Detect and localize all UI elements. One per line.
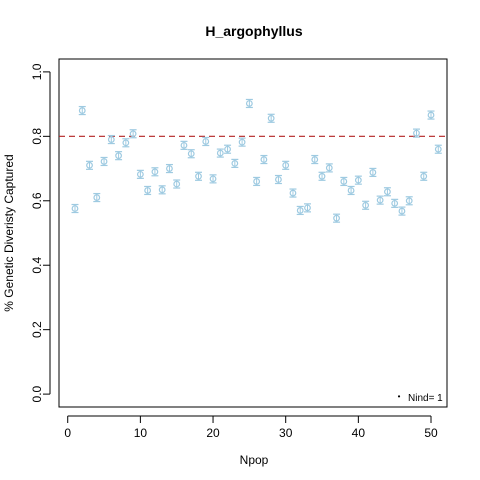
x-axis: 0 10 20 30 40 50: [64, 415, 438, 440]
data-point: [267, 113, 275, 123]
data-point: [173, 179, 181, 189]
data-point: [216, 148, 224, 158]
data-points: [71, 98, 442, 223]
data-point: [144, 185, 152, 196]
x-tick-label: 30: [279, 426, 293, 440]
data-point: [398, 206, 406, 216]
data-point: [427, 110, 435, 120]
y-axis: 0.0 0.2 0.4 0.6 0.8 1.0: [30, 63, 51, 402]
data-point: [354, 175, 362, 185]
data-point: [122, 138, 130, 148]
data-point: [180, 140, 188, 150]
data-point: [151, 167, 159, 177]
x-tick-label: 10: [134, 426, 148, 440]
data-point: [333, 213, 341, 223]
x-tick-label: 0: [64, 426, 71, 440]
data-point: [93, 192, 101, 203]
y-tick-label: 1.0: [30, 63, 44, 80]
data-point: [71, 203, 79, 214]
data-point: [238, 137, 246, 147]
data-point: [347, 185, 355, 196]
data-point: [391, 198, 399, 208]
data-point: [383, 187, 391, 197]
data-point: [303, 203, 311, 213]
data-point: [224, 144, 232, 154]
data-point: [195, 171, 203, 181]
chart-title: H_argophyllus: [205, 23, 302, 39]
data-point: [129, 129, 137, 139]
data-point: [296, 205, 304, 216]
y-tick-label: 0.4: [30, 257, 44, 274]
data-point: [209, 174, 217, 184]
data-point: [100, 156, 108, 167]
data-point: [231, 158, 239, 168]
data-point: [412, 128, 420, 138]
data-point: [245, 98, 253, 109]
data-point: [318, 171, 326, 181]
data-point: [420, 171, 428, 181]
data-point: [78, 105, 86, 116]
y-axis-label: % Genetic Diveristy Captured: [2, 154, 16, 311]
data-point: [434, 144, 442, 154]
data-point: [274, 174, 282, 185]
legend-label: Nind= 1: [408, 393, 443, 404]
data-point: [362, 200, 370, 210]
data-point: [187, 149, 195, 159]
data-point: [253, 176, 261, 187]
legend: • Nind= 1: [398, 392, 444, 404]
x-tick-label: 50: [424, 426, 438, 440]
data-point: [405, 196, 413, 206]
legend-marker: •: [398, 392, 401, 401]
x-axis-label: Npop: [240, 453, 269, 467]
plot-frame: [58, 58, 448, 408]
data-point: [158, 185, 166, 195]
data-point: [311, 154, 319, 165]
y-tick-label: 0.6: [30, 192, 44, 209]
data-point: [202, 136, 210, 147]
data-point: [289, 188, 297, 198]
data-point: [282, 160, 290, 170]
data-point: [136, 169, 144, 179]
data-point: [107, 134, 115, 145]
x-tick-label: 40: [352, 426, 366, 440]
y-tick-label: 0.0: [30, 385, 44, 402]
data-point: [260, 154, 268, 165]
data-point: [325, 163, 333, 173]
data-point: [165, 163, 173, 174]
x-tick-label: 20: [206, 426, 220, 440]
y-tick-label: 0.2: [30, 321, 44, 338]
data-point: [369, 167, 377, 178]
data-point: [115, 151, 123, 161]
y-tick-label: 0.8: [30, 128, 44, 145]
data-point: [376, 195, 384, 205]
data-point: [86, 160, 94, 170]
data-point: [340, 176, 348, 187]
